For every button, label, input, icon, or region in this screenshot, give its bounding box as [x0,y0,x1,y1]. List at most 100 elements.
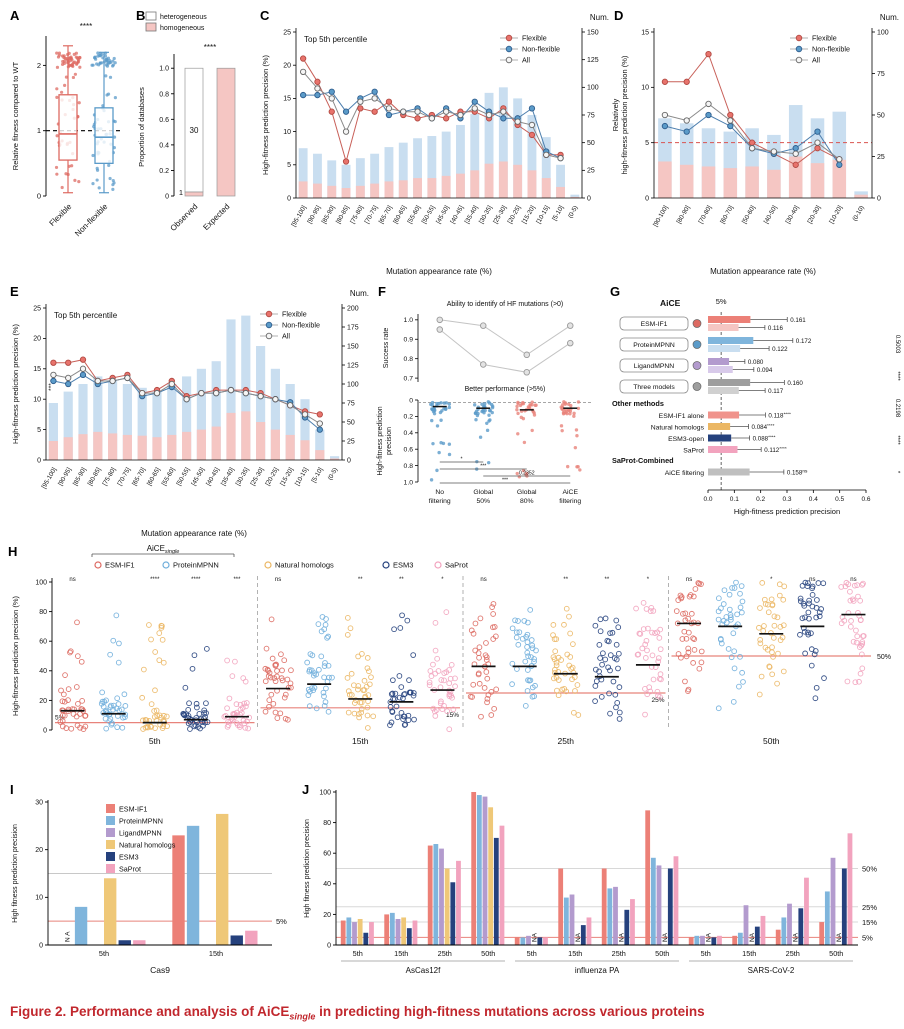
panel-f-chart: Ability to identify of HF mutations (>0)… [377,301,592,505]
svg-text:ESM-IF1: ESM-IF1 [119,805,147,814]
svg-text:0: 0 [327,942,331,949]
svg-text:filtering: filtering [559,498,581,505]
svg-text:0.122: 0.122 [772,346,788,353]
svg-text:Other methods: Other methods [612,399,664,408]
svg-text:High fitness prediction precis: High fitness prediction precision [12,824,19,923]
svg-text:SaProt-Combined: SaProt-Combined [612,456,674,465]
svg-text:Mutation appearance rate (%): Mutation appearance rate (%) [386,267,492,276]
svg-text:0.161: 0.161 [790,317,806,324]
svg-text:0: 0 [587,195,591,202]
svg-text:Relatively: Relatively [611,98,620,131]
svg-text:[5-10]: [5-10] [551,204,565,222]
svg-text:All: All [522,56,530,65]
svg-text:50: 50 [587,140,595,147]
panel-c-chart: [95-100][90-95][85-90][80-85][75-80][70-… [261,13,609,276]
svg-text:[10-15]: [10-15] [535,204,551,225]
svg-text:ESM3: ESM3 [393,561,413,570]
svg-text:15th: 15th [352,736,369,746]
svg-text:Three models: Three models [633,384,675,391]
svg-text:Success rate: Success rate [383,328,390,369]
svg-text:75: 75 [587,112,595,119]
svg-text:High-fitness prediction precis: High-fitness prediction precision (%) [11,595,20,716]
panel-j-chart: 50% 25% 15% 5% 5th 15th 25th 50th NA 5th NA 15th NA 2… [304,789,877,975]
svg-text:5th: 5th [99,949,109,958]
svg-text:50%: 50% [476,498,490,505]
svg-text:Mutation appearance rate (%): Mutation appearance rate (%) [710,267,816,276]
svg-text:Better performance (>5%): Better performance (>5%) [465,386,546,393]
svg-text:Top 5th percentile: Top 5th percentile [304,35,368,44]
svg-text:25th: 25th [612,949,626,958]
svg-text:0: 0 [37,457,41,464]
svg-text:ns: ns [809,577,815,583]
svg-text:ProteinMPNN: ProteinMPNN [119,817,163,826]
svg-text:NA: NA [619,932,626,942]
panel-f-label: F [378,284,386,299]
svg-text:5th: 5th [527,949,537,958]
panel-c-label: C [260,8,270,23]
svg-text:100: 100 [35,579,47,586]
svg-text:150: 150 [587,29,599,36]
svg-text:0: 0 [409,397,413,404]
svg-text:25: 25 [283,29,291,36]
svg-text:Non-flexible: Non-flexible [282,321,320,330]
svg-text:SaProt: SaProt [119,865,141,874]
svg-text:Expected: Expected [201,202,231,232]
svg-text:0.4: 0.4 [404,430,414,437]
svg-text:0.3: 0.3 [782,496,791,503]
svg-text:(0-5): (0-5) [567,205,580,220]
svg-text:0.6: 0.6 [404,447,414,454]
svg-text:ESM-IF1 alone: ESM-IF1 alone [659,413,705,420]
svg-text:NA: NA [575,932,582,942]
svg-text:AiCEsingle: AiCEsingle [147,544,180,555]
svg-text:*: * [460,457,462,463]
panel-b-chart: heterogeneous homogeneous 0 0.2 0.4 0.6 0.8 1.0… [137,11,236,233]
svg-text:[10-15]: [10-15] [294,466,310,487]
svg-text:****: **** [204,43,216,52]
panel-d-chart: [90-100] [80-90] [70-80] [60-70] [50-60] [40-… [611,13,899,276]
svg-text:40: 40 [323,881,331,888]
svg-text:0.172: 0.172 [796,338,812,345]
svg-text:Flexible: Flexible [812,34,837,43]
svg-text:15: 15 [33,366,41,373]
svg-text:50%: 50% [862,865,877,874]
panel-c: C [95-100] [90-95] [85-90] [80-85] [75-80] [7… [258,6,612,278]
svg-text:0.116: 0.116 [768,325,784,332]
svg-text:30: 30 [190,126,199,135]
svg-text:ESM-IF1: ESM-IF1 [641,321,668,328]
svg-text:0.080: 0.080 [748,359,764,366]
svg-text:***: *** [233,577,241,583]
svg-text:0: 0 [645,195,649,202]
svg-text:15: 15 [283,96,291,103]
svg-text:***: *** [502,478,508,484]
svg-text:0.088****: 0.088**** [753,435,776,443]
svg-text:75: 75 [347,400,355,407]
svg-text:AsCas12f: AsCas12f [406,966,441,975]
panel-b: B heterogeneous homogeneous 0 0.2 0.4 0.6 0.8 1… [134,6,256,278]
svg-text:60: 60 [323,851,331,858]
svg-text:ESM-IF1: ESM-IF1 [105,561,135,570]
svg-text:ns: ns [850,577,856,583]
svg-text:50th: 50th [829,949,843,958]
svg-text:80: 80 [323,820,331,827]
svg-text:Cas9: Cas9 [150,965,170,975]
svg-text:0.7: 0.7 [404,375,414,382]
svg-text:SaProt: SaProt [445,561,469,570]
svg-text:30: 30 [35,799,43,806]
panel-e-label: E [10,284,19,299]
svg-text:15th: 15th [394,949,408,958]
svg-text:High-fitness prediction precis: High-fitness prediction precision (%) [11,323,20,444]
svg-text:50: 50 [877,112,885,119]
svg-text:10: 10 [641,85,649,92]
svg-text:0.117: 0.117 [768,388,784,395]
svg-text:****: **** [191,577,201,583]
figure-caption: Figure 2. Performance and analysis of Ai… [10,1004,705,1022]
svg-text:Global: Global [473,489,493,496]
panel-i-label: I [10,782,14,797]
svg-text:100: 100 [877,29,889,36]
svg-text:100: 100 [587,85,599,92]
svg-text:*: * [647,577,650,583]
svg-text:20: 20 [323,912,331,919]
svg-text:**: ** [399,577,404,583]
svg-text:Ability to identify of HF muta: Ability to identify of HF mutations (>0) [447,301,564,308]
svg-text:5: 5 [287,162,291,169]
